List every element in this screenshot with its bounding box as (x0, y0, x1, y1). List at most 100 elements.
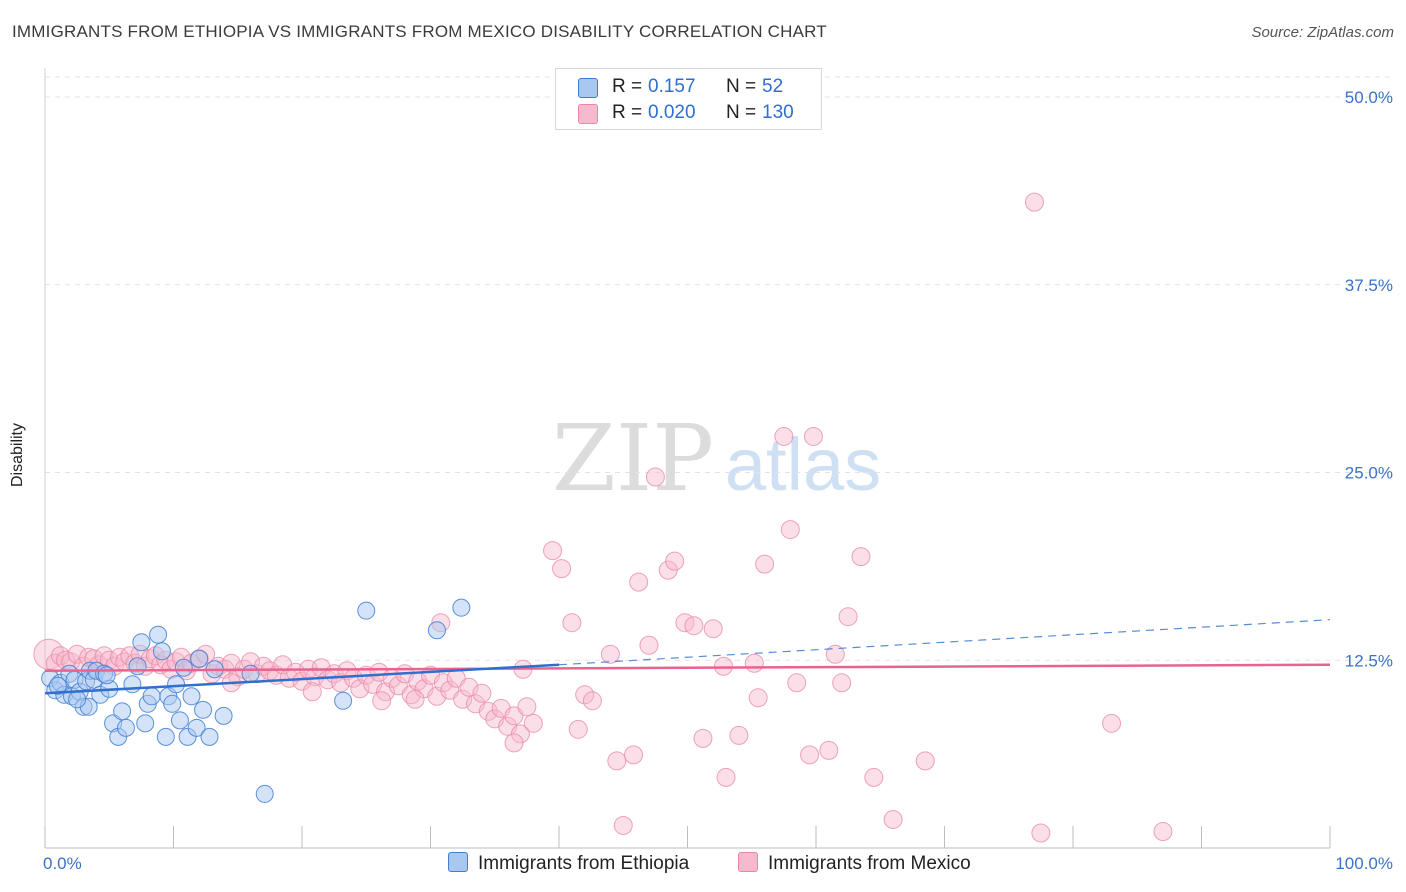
mexico-point (703, 619, 723, 639)
watermark-zip: ZIP (552, 405, 714, 512)
mexico-point (748, 688, 768, 708)
y-tick-label: 25.0% (1345, 464, 1393, 483)
mexico-point (787, 673, 807, 693)
mexico-point (624, 745, 644, 765)
watermark: ZIP atlas (552, 405, 881, 512)
x-tick-label-min: 0.0% (43, 854, 82, 873)
mexico-point (832, 673, 852, 693)
bottom-legend-ethiopia[interactable]: Immigrants from Ethiopia (448, 852, 689, 875)
legend-ethiopia-r: 0.157 (648, 76, 696, 97)
ethiopia-point (156, 727, 175, 746)
mexico-point (552, 559, 572, 579)
ethiopia-point (163, 694, 182, 713)
mexico-point (838, 607, 858, 627)
mexico-point (744, 653, 764, 673)
mexico-point (819, 740, 839, 760)
mexico-legend-label: Immigrants from Mexico (768, 853, 971, 874)
ethiopia-point (182, 687, 201, 706)
mexico-point (459, 677, 479, 697)
ethiopia-point (48, 676, 67, 695)
mexico-point (803, 426, 823, 446)
mexico-point (372, 691, 392, 711)
ethiopia-point (334, 691, 353, 710)
mexico-point (613, 815, 633, 835)
y-tick-label: 37.5% (1345, 276, 1393, 295)
bottom-legend-mexico[interactable]: Immigrants from Mexico (738, 852, 971, 875)
mexico-point (292, 671, 312, 691)
mexico-point (1102, 713, 1122, 733)
mexico-point (478, 701, 498, 721)
ethiopia-point (194, 700, 213, 719)
mexico-point (433, 673, 453, 693)
legend-r-label: R = (612, 76, 643, 97)
ethiopia-point (123, 675, 142, 694)
ethiopia-point (68, 690, 87, 709)
ethiopia-point (190, 649, 209, 668)
ethiopia-point (174, 658, 193, 677)
mexico-point (645, 467, 665, 487)
ethiopia-point (113, 702, 132, 721)
mexico-point (568, 719, 588, 739)
mexico-point (716, 767, 736, 787)
mexico-trendline (44, 663, 1331, 673)
mexico-point (1024, 192, 1044, 212)
mexico-point (607, 751, 627, 771)
ethiopia-legend-label: Immigrants from Ethiopia (478, 853, 690, 874)
legend-mexico-n: 130 (762, 102, 794, 123)
ethiopia-point (136, 714, 155, 733)
y-axis-label: Disability (9, 422, 26, 488)
ethiopia-point (170, 711, 189, 730)
mexico-swatch (578, 104, 598, 124)
mexico-point (1031, 823, 1051, 843)
y-tick-label: 12.5% (1345, 651, 1393, 670)
ethiopia-point (149, 625, 168, 644)
mexico-point (825, 644, 845, 664)
mexico-point (800, 745, 820, 765)
ethiopia-point (427, 621, 446, 640)
ethiopia-point (241, 664, 260, 683)
ethiopia-point (452, 598, 471, 617)
mexico-point (629, 572, 649, 592)
ethiopia-trendline (44, 663, 560, 695)
ethiopia-swatch (578, 78, 598, 98)
mexico-point (693, 728, 713, 748)
chart-title: IMMIGRANTS FROM ETHIOPIA VS IMMIGRANTS F… (12, 22, 827, 41)
ethiopia-point (357, 601, 376, 620)
legend-n-label: N = (726, 102, 757, 123)
mexico-point (684, 616, 704, 636)
mexico-point (369, 662, 389, 682)
mexico-point (915, 751, 935, 771)
gridlines (45, 76, 1395, 661)
mexico-point (864, 767, 884, 787)
legend-r-label: R = (612, 102, 643, 123)
y-tick-label: 50.0% (1345, 88, 1393, 107)
mexico-legend-swatch (738, 852, 758, 872)
ethiopia-point (152, 642, 171, 661)
ethiopia-point (132, 633, 151, 652)
axes (44, 68, 1331, 849)
correlation-legend: R = 0.157 N = 52 R = 0.020 N = 130 (555, 68, 822, 130)
x-tick-label-max: 100.0% (1335, 854, 1393, 873)
mexico-point (1153, 821, 1173, 841)
mexico-series (33, 192, 1173, 843)
mexico-point (883, 809, 903, 829)
mexico-point (639, 635, 659, 655)
mexico-point (665, 551, 685, 571)
source-label: Source: ZipAtlas.com (1251, 24, 1394, 41)
ethiopia-point (116, 718, 135, 737)
mexico-point (755, 554, 775, 574)
watermark-atlas: atlas (725, 423, 881, 506)
mexico-point (504, 733, 524, 753)
mexico-point (562, 613, 582, 633)
mexico-point (302, 682, 322, 702)
mexico-point (713, 656, 733, 676)
trendlines (44, 619, 1331, 695)
x-tick-labels: 0.0% 100.0% (43, 854, 1393, 873)
ethiopia-point (128, 657, 147, 676)
legend-n-label: N = (726, 76, 757, 97)
ethiopia-series (41, 598, 471, 803)
ethiopia-trendline-extension (558, 619, 1331, 666)
mexico-point (517, 697, 537, 717)
mexico-point (774, 426, 794, 446)
